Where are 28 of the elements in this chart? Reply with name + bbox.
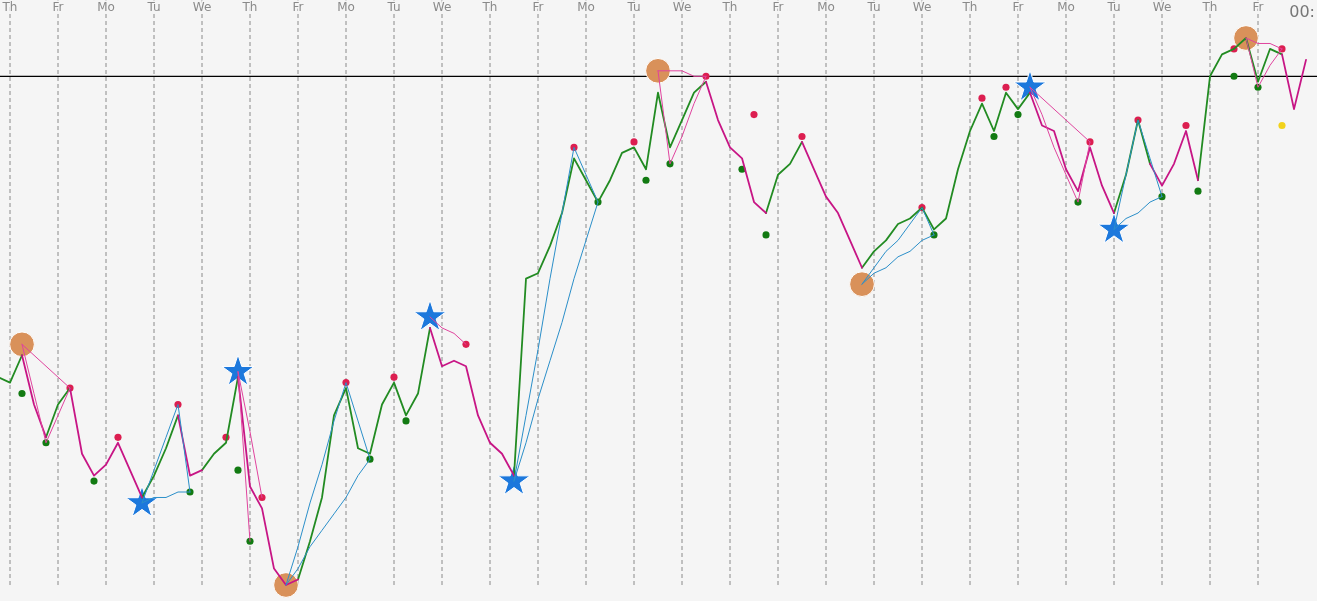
x-tick-label: Tu — [146, 0, 161, 14]
x-tick-label: Tu — [866, 0, 881, 14]
x-tick-label: Th — [721, 0, 738, 14]
text: 00: — [1289, 2, 1315, 21]
x-tick-label: Fr — [532, 0, 544, 14]
x-tick-label: Th — [241, 0, 258, 14]
x-tick-label: Fr — [292, 0, 304, 14]
x-tick-label: Fr — [1012, 0, 1024, 14]
x-tick-label: We — [192, 0, 212, 14]
x-tick-label: We — [912, 0, 932, 14]
x-tick-label: Mo — [817, 0, 835, 14]
x-tick-label: Fr — [772, 0, 784, 14]
x-tick-label: Mo — [1057, 0, 1075, 14]
x-tick-label: Th — [1, 0, 18, 14]
x-tick-label: Mo — [337, 0, 355, 14]
x-tick-label: We — [672, 0, 692, 14]
x-tick-label: Th — [1201, 0, 1218, 14]
x-tick-label: Mo — [97, 0, 115, 14]
x-tick-label: Tu — [386, 0, 401, 14]
x-tick-label: We — [432, 0, 452, 14]
x-tick-label: Th — [961, 0, 978, 14]
x-tick-label: Fr — [1252, 0, 1264, 14]
x-tick-label: Tu — [1106, 0, 1121, 14]
x-tick-label: Tu — [626, 0, 641, 14]
x-tick-label: Fr — [52, 0, 64, 14]
x-tick-label: We — [1152, 0, 1172, 14]
x-tick-label: Mo — [577, 0, 595, 14]
x-tick-label: Th — [481, 0, 498, 14]
